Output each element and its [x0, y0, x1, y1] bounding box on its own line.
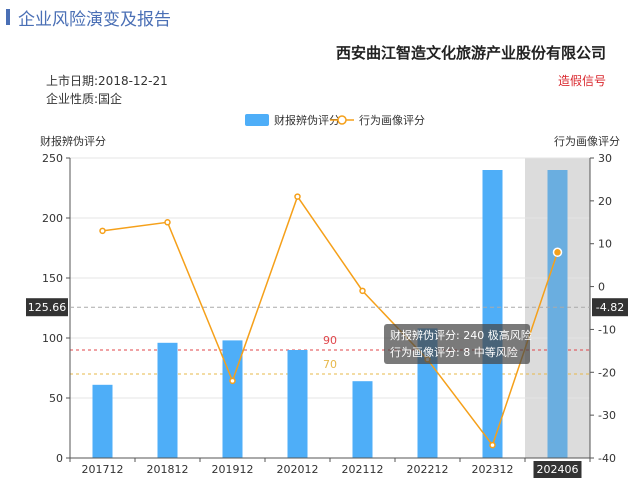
line-point[interactable] [164, 219, 171, 226]
x-tick-label-highlight [533, 461, 582, 478]
crosshair-right-value: -4.82 [596, 301, 624, 314]
bar[interactable] [482, 170, 503, 458]
y-right-tick-label: -10 [598, 323, 616, 336]
x-tick-label: 201812 [147, 463, 189, 476]
crosshair-left-value: 125.66 [28, 301, 67, 314]
x-tick-label: 202212 [407, 463, 449, 476]
bar[interactable] [352, 381, 373, 458]
tooltip-line-2: 行为画像评分: 8 中等风险 [390, 345, 518, 359]
bar[interactable] [547, 170, 568, 458]
y-left-tick-label: 150 [42, 272, 63, 285]
y-left-axis-label: 财报辨伪评分 [40, 134, 106, 148]
legend-bar-label[interactable]: 财报辨伪评分 [274, 113, 340, 127]
page-title: 企业风险演变及报告 [6, 6, 171, 30]
title-accent-bar [6, 9, 10, 25]
bar[interactable] [222, 340, 243, 458]
x-tick-label: 202312 [472, 463, 514, 476]
listing-date: 上市日期:2018-12-21 [46, 74, 168, 88]
x-tick-label: 202406 [537, 463, 579, 476]
line-point[interactable] [294, 193, 301, 200]
crosshair-left-badge [26, 298, 68, 317]
line-point[interactable] [359, 287, 366, 295]
reference-line-label: 70 [323, 358, 337, 371]
y-left-tick-label: 200 [42, 212, 63, 225]
y-right-axis-label: 行为画像评分 [554, 135, 620, 148]
x-tick-label: 201712 [82, 463, 124, 476]
x-tick-label: 202112 [342, 463, 384, 476]
tooltip-line-1: 财报辨伪评分: 240 极高风险 [390, 328, 532, 342]
y-left-tick-label: 0 [56, 452, 63, 465]
y-left-tick-label: 50 [49, 392, 63, 405]
page-title-text: 企业风险演变及报告 [18, 9, 171, 30]
reference-line-label: 90 [323, 334, 337, 347]
fraud-signal-link[interactable]: 造假信号 [557, 74, 606, 88]
company-name: 西安曲江智造文化旅游产业股份有限公司 [335, 44, 606, 62]
x-tick-label: 201912 [212, 463, 254, 476]
crosshair-right-badge [592, 298, 628, 317]
legend: 财报辨伪评分 行为画像评分 [245, 113, 425, 127]
y-right-tick-label: 20 [598, 195, 612, 208]
line-point[interactable] [229, 377, 236, 385]
bar[interactable] [92, 384, 113, 458]
bar[interactable] [287, 350, 308, 458]
y-left-tick-label: 100 [42, 332, 63, 345]
tooltip-box [384, 324, 530, 364]
line-point[interactable] [552, 247, 563, 258]
line-point[interactable] [99, 227, 106, 235]
legend-line-marker [337, 115, 347, 125]
legend-line-label[interactable]: 行为画像评分 [359, 114, 425, 127]
y-left-tick-label: 250 [42, 152, 63, 165]
y-right-tick-label: 10 [598, 238, 612, 251]
y-right-tick-label: 30 [598, 152, 612, 165]
y-right-tick-label: 0 [598, 281, 605, 294]
company-nature: 企业性质:国企 [46, 92, 123, 106]
y-right-tick-label: -20 [598, 366, 616, 379]
x-tick-label: 202012 [277, 463, 319, 476]
legend-bar-swatch[interactable] [245, 114, 269, 126]
y-right-tick-label: -30 [598, 409, 616, 422]
line-point[interactable] [489, 441, 496, 449]
line-series [102, 194, 559, 447]
y-right-tick-label: -40 [598, 452, 616, 465]
bar[interactable] [157, 342, 178, 458]
